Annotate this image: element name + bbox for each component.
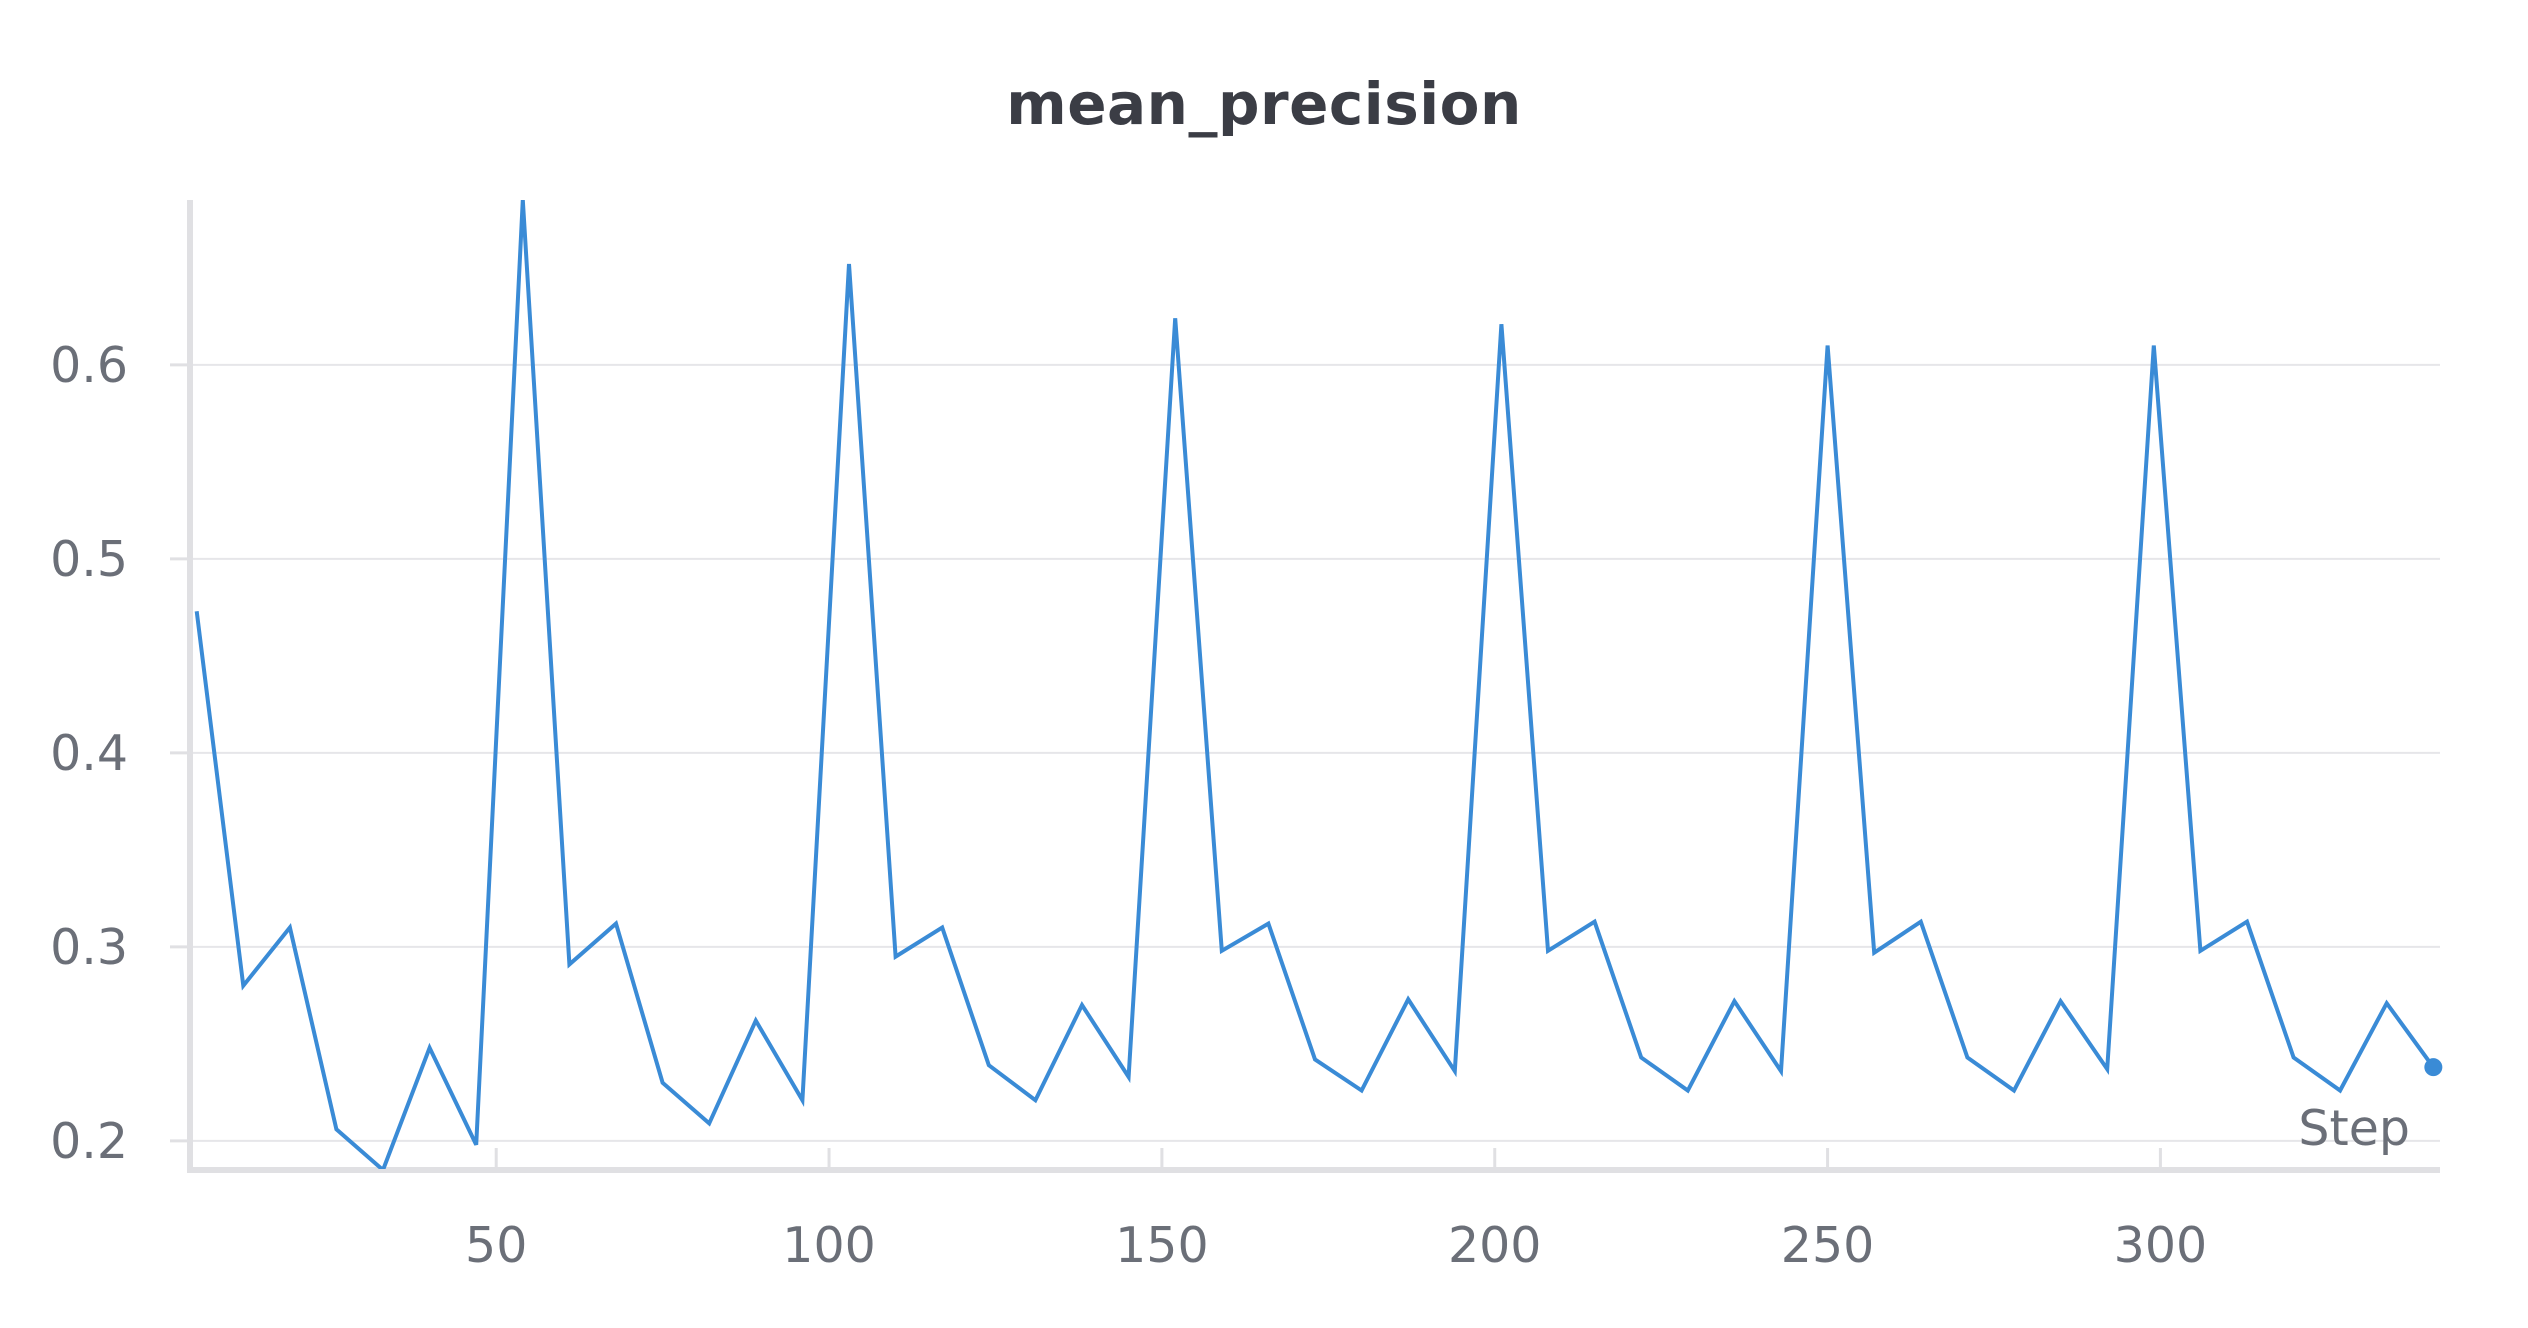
y-tick-label: 0.4	[50, 725, 128, 782]
y-tick-label: 0.5	[50, 531, 128, 588]
x-axis-label: Step	[2298, 1100, 2410, 1157]
series-end-point	[2424, 1058, 2443, 1077]
x-tick-label: 100	[782, 1217, 876, 1274]
y-tick-label: 0.3	[50, 919, 128, 976]
y-tick-label: 0.6	[50, 337, 128, 394]
x-tick-label: 300	[2114, 1217, 2208, 1274]
x-tick-label: 200	[1448, 1217, 1542, 1274]
chart-title: mean_precision	[1006, 70, 1522, 138]
x-tick-label: 250	[1781, 1217, 1875, 1274]
y-tick-label: 0.2	[50, 1113, 128, 1170]
x-tick-label: 50	[465, 1217, 527, 1274]
x-tick-label: 150	[1115, 1217, 1209, 1274]
series-line	[194, 200, 2435, 1169]
